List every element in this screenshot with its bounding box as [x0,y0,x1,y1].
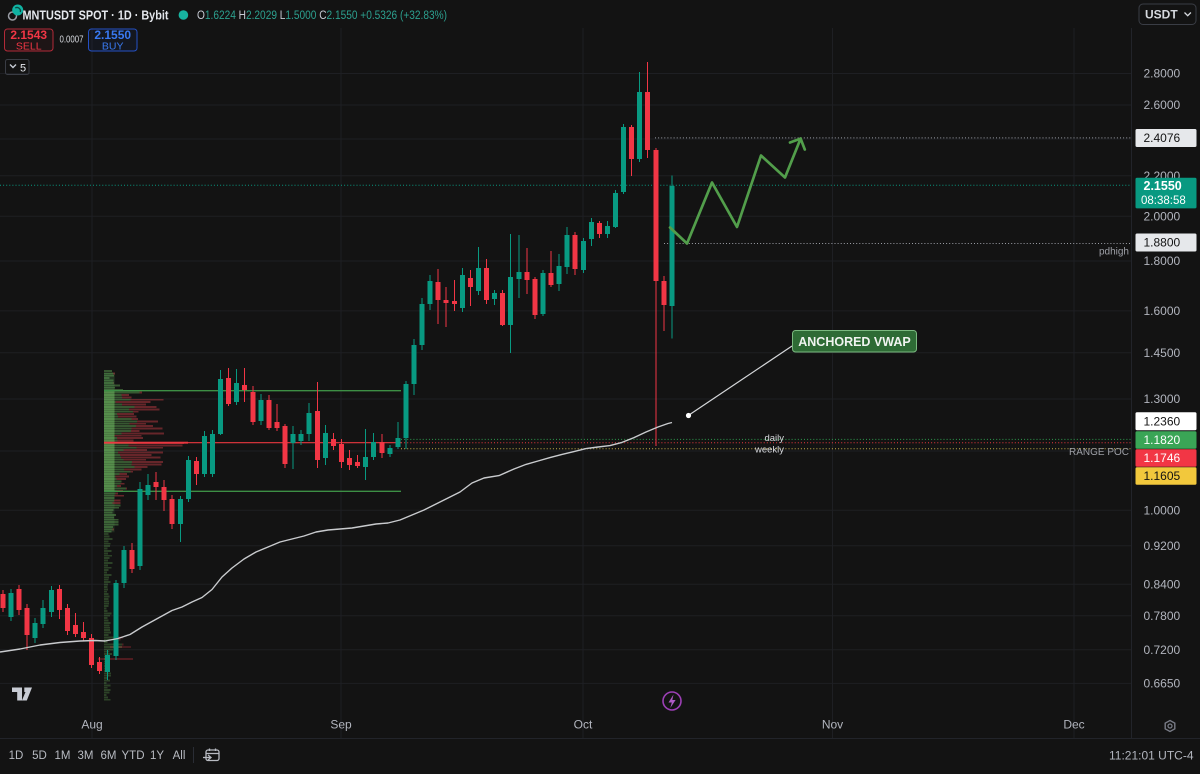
svg-text:ANCHORED VWAP: ANCHORED VWAP [798,335,911,349]
svg-text:pdhigh: pdhigh [1099,247,1129,258]
svg-text:3M: 3M [78,750,94,762]
svg-text:5: 5 [20,63,26,75]
svg-text:1.1605: 1.1605 [1144,469,1181,483]
svg-text:2.4076: 2.4076 [1144,131,1181,145]
svg-text:daily: daily [764,433,784,444]
svg-text:2.8000: 2.8000 [1144,67,1181,81]
svg-text:Nov: Nov [822,718,843,732]
svg-text:0.9200: 0.9200 [1144,539,1181,553]
svg-text:2.6000: 2.6000 [1144,98,1181,112]
svg-text:Sep: Sep [330,718,352,732]
svg-text:O1.6224 H2.2029 L1.5000 C2.155: O1.6224 H2.2029 L1.5000 C2.1550 +0.5326 … [197,10,447,22]
svg-text:RANGE POC: RANGE POC [1069,447,1129,458]
svg-text:0.6650: 0.6650 [1144,677,1181,691]
svg-text:2.1543: 2.1543 [10,28,47,42]
svg-text:SELL: SELL [16,41,42,53]
svg-text:2.1550: 2.1550 [1144,179,1182,193]
svg-text:BUY: BUY [102,41,124,53]
svg-text:1.3000: 1.3000 [1144,392,1181,406]
svg-text:6M: 6M [101,750,117,762]
svg-text:YTD: YTD [122,750,145,762]
svg-text:1.0000: 1.0000 [1144,504,1181,518]
svg-text:weekly: weekly [754,444,784,455]
svg-text:5D: 5D [32,750,47,762]
svg-text:0.7200: 0.7200 [1144,643,1181,657]
svg-text:1Y: 1Y [150,750,164,762]
svg-text:MNTUSDT SPOT · 1D · Bybit: MNTUSDT SPOT · 1D · Bybit [23,9,170,23]
svg-text:08:38:58: 08:38:58 [1141,195,1186,207]
svg-text:1.6000: 1.6000 [1144,304,1181,318]
svg-text:1.1746: 1.1746 [1144,451,1181,465]
svg-text:1.8800: 1.8800 [1144,236,1181,250]
svg-text:0.0007: 0.0007 [60,35,84,46]
svg-text:1.4500: 1.4500 [1144,346,1181,360]
svg-text:Aug: Aug [81,718,102,732]
svg-text:11:21:01 UTC-4: 11:21:01 UTC-4 [1109,749,1194,763]
svg-text:2.1550: 2.1550 [94,28,131,42]
svg-text:Oct: Oct [574,718,593,732]
svg-text:0.8400: 0.8400 [1144,578,1181,592]
svg-text:1M: 1M [55,750,71,762]
svg-text:1.8000: 1.8000 [1144,254,1181,268]
svg-text:Dec: Dec [1063,718,1084,732]
svg-text:0.7800: 0.7800 [1144,609,1181,623]
svg-text:1.1820: 1.1820 [1144,433,1181,447]
svg-text:1.2360: 1.2360 [1144,414,1181,428]
svg-text:All: All [173,750,186,762]
svg-text:1D: 1D [9,750,24,762]
svg-text:2.0000: 2.0000 [1144,210,1181,224]
svg-text:USDT: USDT [1145,8,1178,22]
